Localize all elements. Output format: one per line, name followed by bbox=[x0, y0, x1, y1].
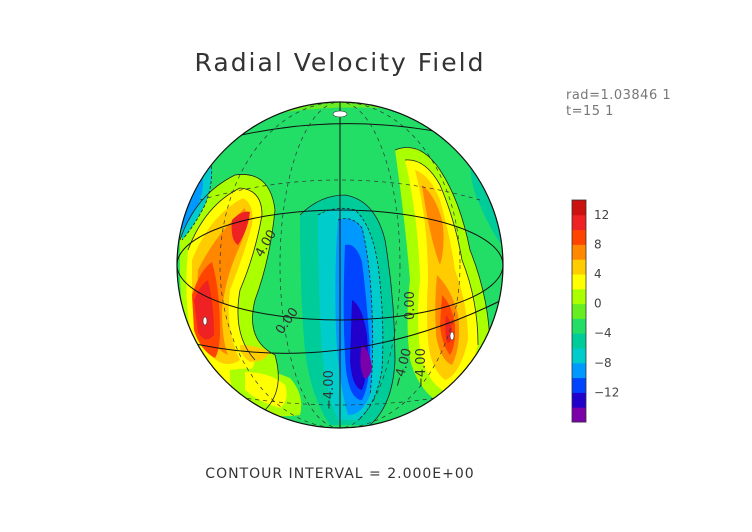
colorbar-segment bbox=[572, 244, 586, 260]
graticule bbox=[177, 102, 503, 428]
colorbar-segment bbox=[572, 333, 586, 349]
contour-label: −4.00 bbox=[322, 370, 337, 410]
west-max-marker bbox=[202, 316, 208, 326]
colorbar-tick-label: −4 bbox=[594, 326, 612, 340]
contour-label: −4.00 bbox=[414, 348, 429, 388]
colorbar-segment bbox=[572, 274, 586, 290]
west-cell-peak bbox=[194, 280, 214, 340]
colorbar-tick-label: 12 bbox=[594, 208, 609, 222]
northeast-cell-10 bbox=[422, 185, 444, 265]
colorbar-segment bbox=[572, 318, 586, 334]
colorbar-segment bbox=[572, 303, 586, 319]
colorbar-segment bbox=[572, 392, 586, 408]
contour-field bbox=[177, 102, 503, 428]
colorbar-segment bbox=[572, 348, 586, 364]
colorbar-segment bbox=[572, 259, 586, 275]
sphere-outline bbox=[176, 101, 504, 429]
radius-readout: rad=1.03846 1 bbox=[566, 88, 672, 103]
east-max-marker bbox=[449, 331, 455, 341]
colorbar: 12 8 4 0 −4 −8 −12 bbox=[571, 199, 619, 423]
colorbar-tick-label: 8 bbox=[594, 237, 602, 251]
colorbar-segment bbox=[572, 362, 586, 379]
colorbar-frame bbox=[571, 199, 587, 423]
east-limb-neg bbox=[470, 160, 503, 250]
colorbar-segment bbox=[572, 214, 586, 231]
colorbar-segment bbox=[572, 288, 586, 305]
colorbar-tick-label: −8 bbox=[594, 356, 612, 370]
colorbar-tick-label: 0 bbox=[594, 297, 602, 311]
contour-interval-note: CONTOUR INTERVAL = 2.000E+00 bbox=[205, 466, 475, 482]
central-neg-peak bbox=[360, 345, 372, 379]
contour-label: 0.00 bbox=[403, 291, 418, 320]
graticule-dashed bbox=[199, 102, 481, 428]
colorbar-segment bbox=[572, 407, 586, 423]
chart-title: Radial Velocity Field bbox=[194, 48, 486, 77]
colorbar-segment bbox=[572, 229, 586, 245]
colorbar-segment bbox=[572, 377, 586, 393]
colorbar-tick-label: 4 bbox=[594, 267, 602, 281]
colorbar-tick-label: −12 bbox=[594, 385, 619, 399]
negative-contour-lines bbox=[177, 157, 384, 421]
time-readout: t=15 1 bbox=[566, 104, 614, 119]
colorbar-segment bbox=[572, 200, 586, 216]
north-pole-marker bbox=[332, 110, 348, 118]
